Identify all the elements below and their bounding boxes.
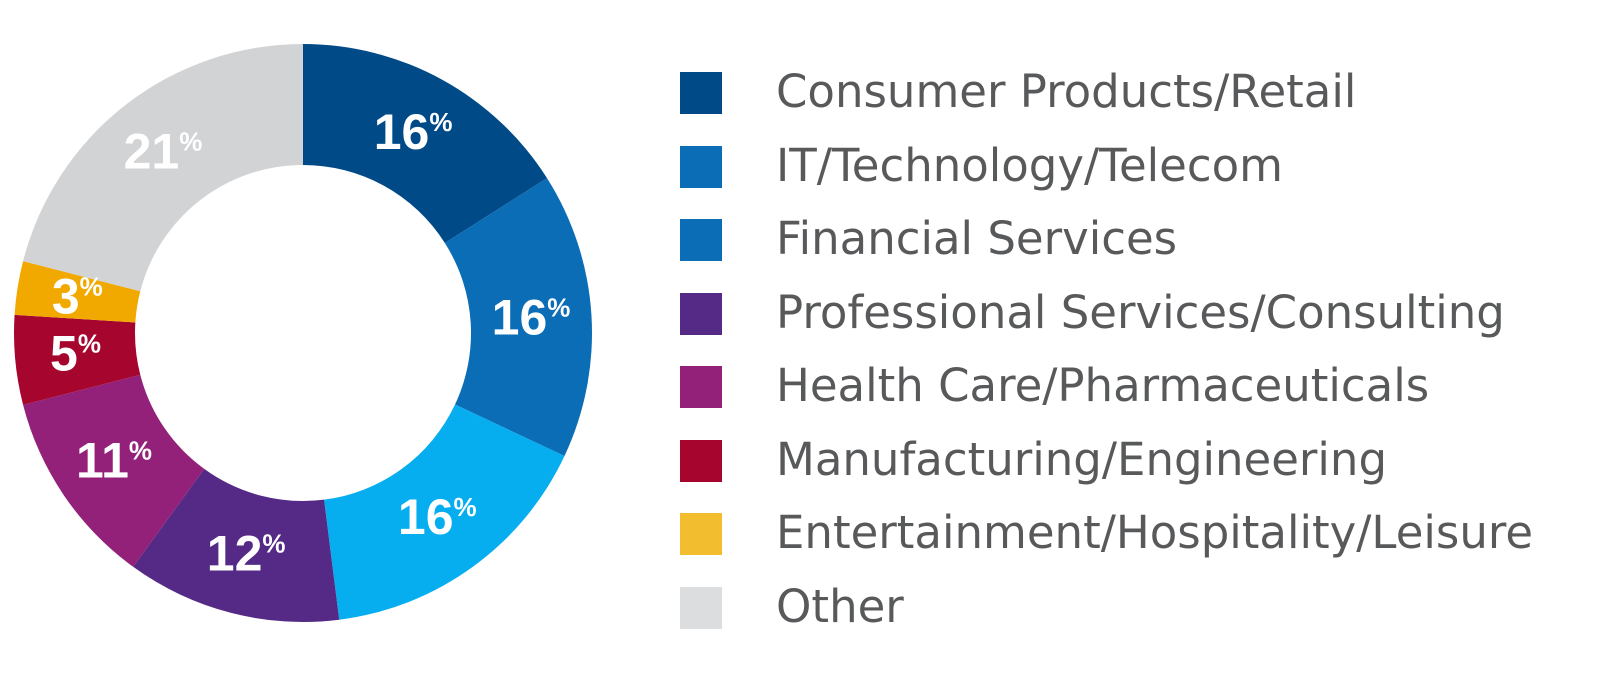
legend-swatch xyxy=(680,513,722,555)
legend-item: IT/Technology/Telecom xyxy=(680,134,1580,208)
slice-value-label: 16% xyxy=(398,489,477,545)
slice-value-label: 3% xyxy=(52,268,103,324)
chart-legend: Consumer Products/Retail IT/Technology/Te… xyxy=(680,60,1580,648)
legend-label: IT/Technology/Telecom xyxy=(776,138,1283,192)
legend-label: Professional Services/Consulting xyxy=(776,285,1505,339)
legend-swatch xyxy=(680,586,722,629)
legend-swatch xyxy=(680,145,722,188)
legend-item: Health Care/Pharmaceuticals xyxy=(680,354,1580,428)
legend-swatch xyxy=(680,219,722,261)
legend-swatch xyxy=(680,72,722,114)
slice-value-label: 5% xyxy=(50,326,101,382)
legend-item: Manufacturing/Engineering xyxy=(680,428,1580,502)
donut-slice xyxy=(324,404,565,620)
slice-value-label: 16% xyxy=(374,104,453,160)
donut-chart: 16% 16% 16% 12% 11% 5%3% 21% xyxy=(13,44,592,622)
slice-value-label: 21% xyxy=(124,123,203,179)
legend-label: Consumer Products/Retail xyxy=(776,65,1357,118)
legend-item: Other xyxy=(680,575,1580,649)
legend-label: Other xyxy=(776,579,904,633)
legend-item: Entertainment/Hospitality/Leisure xyxy=(680,501,1580,575)
donut-slice xyxy=(23,374,205,567)
donut-slice xyxy=(23,44,303,292)
slice-value-labels: 16% 16% 16% 12% 11% 5%3% 21% xyxy=(50,104,570,582)
legend-item: Professional Services/Consulting xyxy=(680,281,1580,355)
slice-value-label: 16% xyxy=(492,290,571,346)
slice-value-label: 11% xyxy=(76,432,152,488)
donut-slices xyxy=(13,44,592,622)
donut-slice xyxy=(14,261,141,323)
legend-label: Entertainment/Hospitality/Leisure xyxy=(776,506,1534,559)
legend-item: Financial Services xyxy=(680,207,1580,281)
legend-label: Manufacturing/Engineering xyxy=(776,432,1388,486)
slice-value-label: 12% xyxy=(207,525,286,581)
legend-label: Health Care/Pharmaceuticals xyxy=(776,359,1430,412)
legend-label: Financial Services xyxy=(776,212,1178,265)
legend-swatch xyxy=(680,366,722,408)
donut-slice xyxy=(303,44,548,243)
legend-item: Consumer Products/Retail xyxy=(680,60,1580,134)
legend-swatch xyxy=(680,439,722,482)
donut-slice xyxy=(444,178,592,457)
legend-swatch xyxy=(680,292,722,335)
donut-slice xyxy=(133,468,340,622)
donut-slice xyxy=(13,314,141,405)
